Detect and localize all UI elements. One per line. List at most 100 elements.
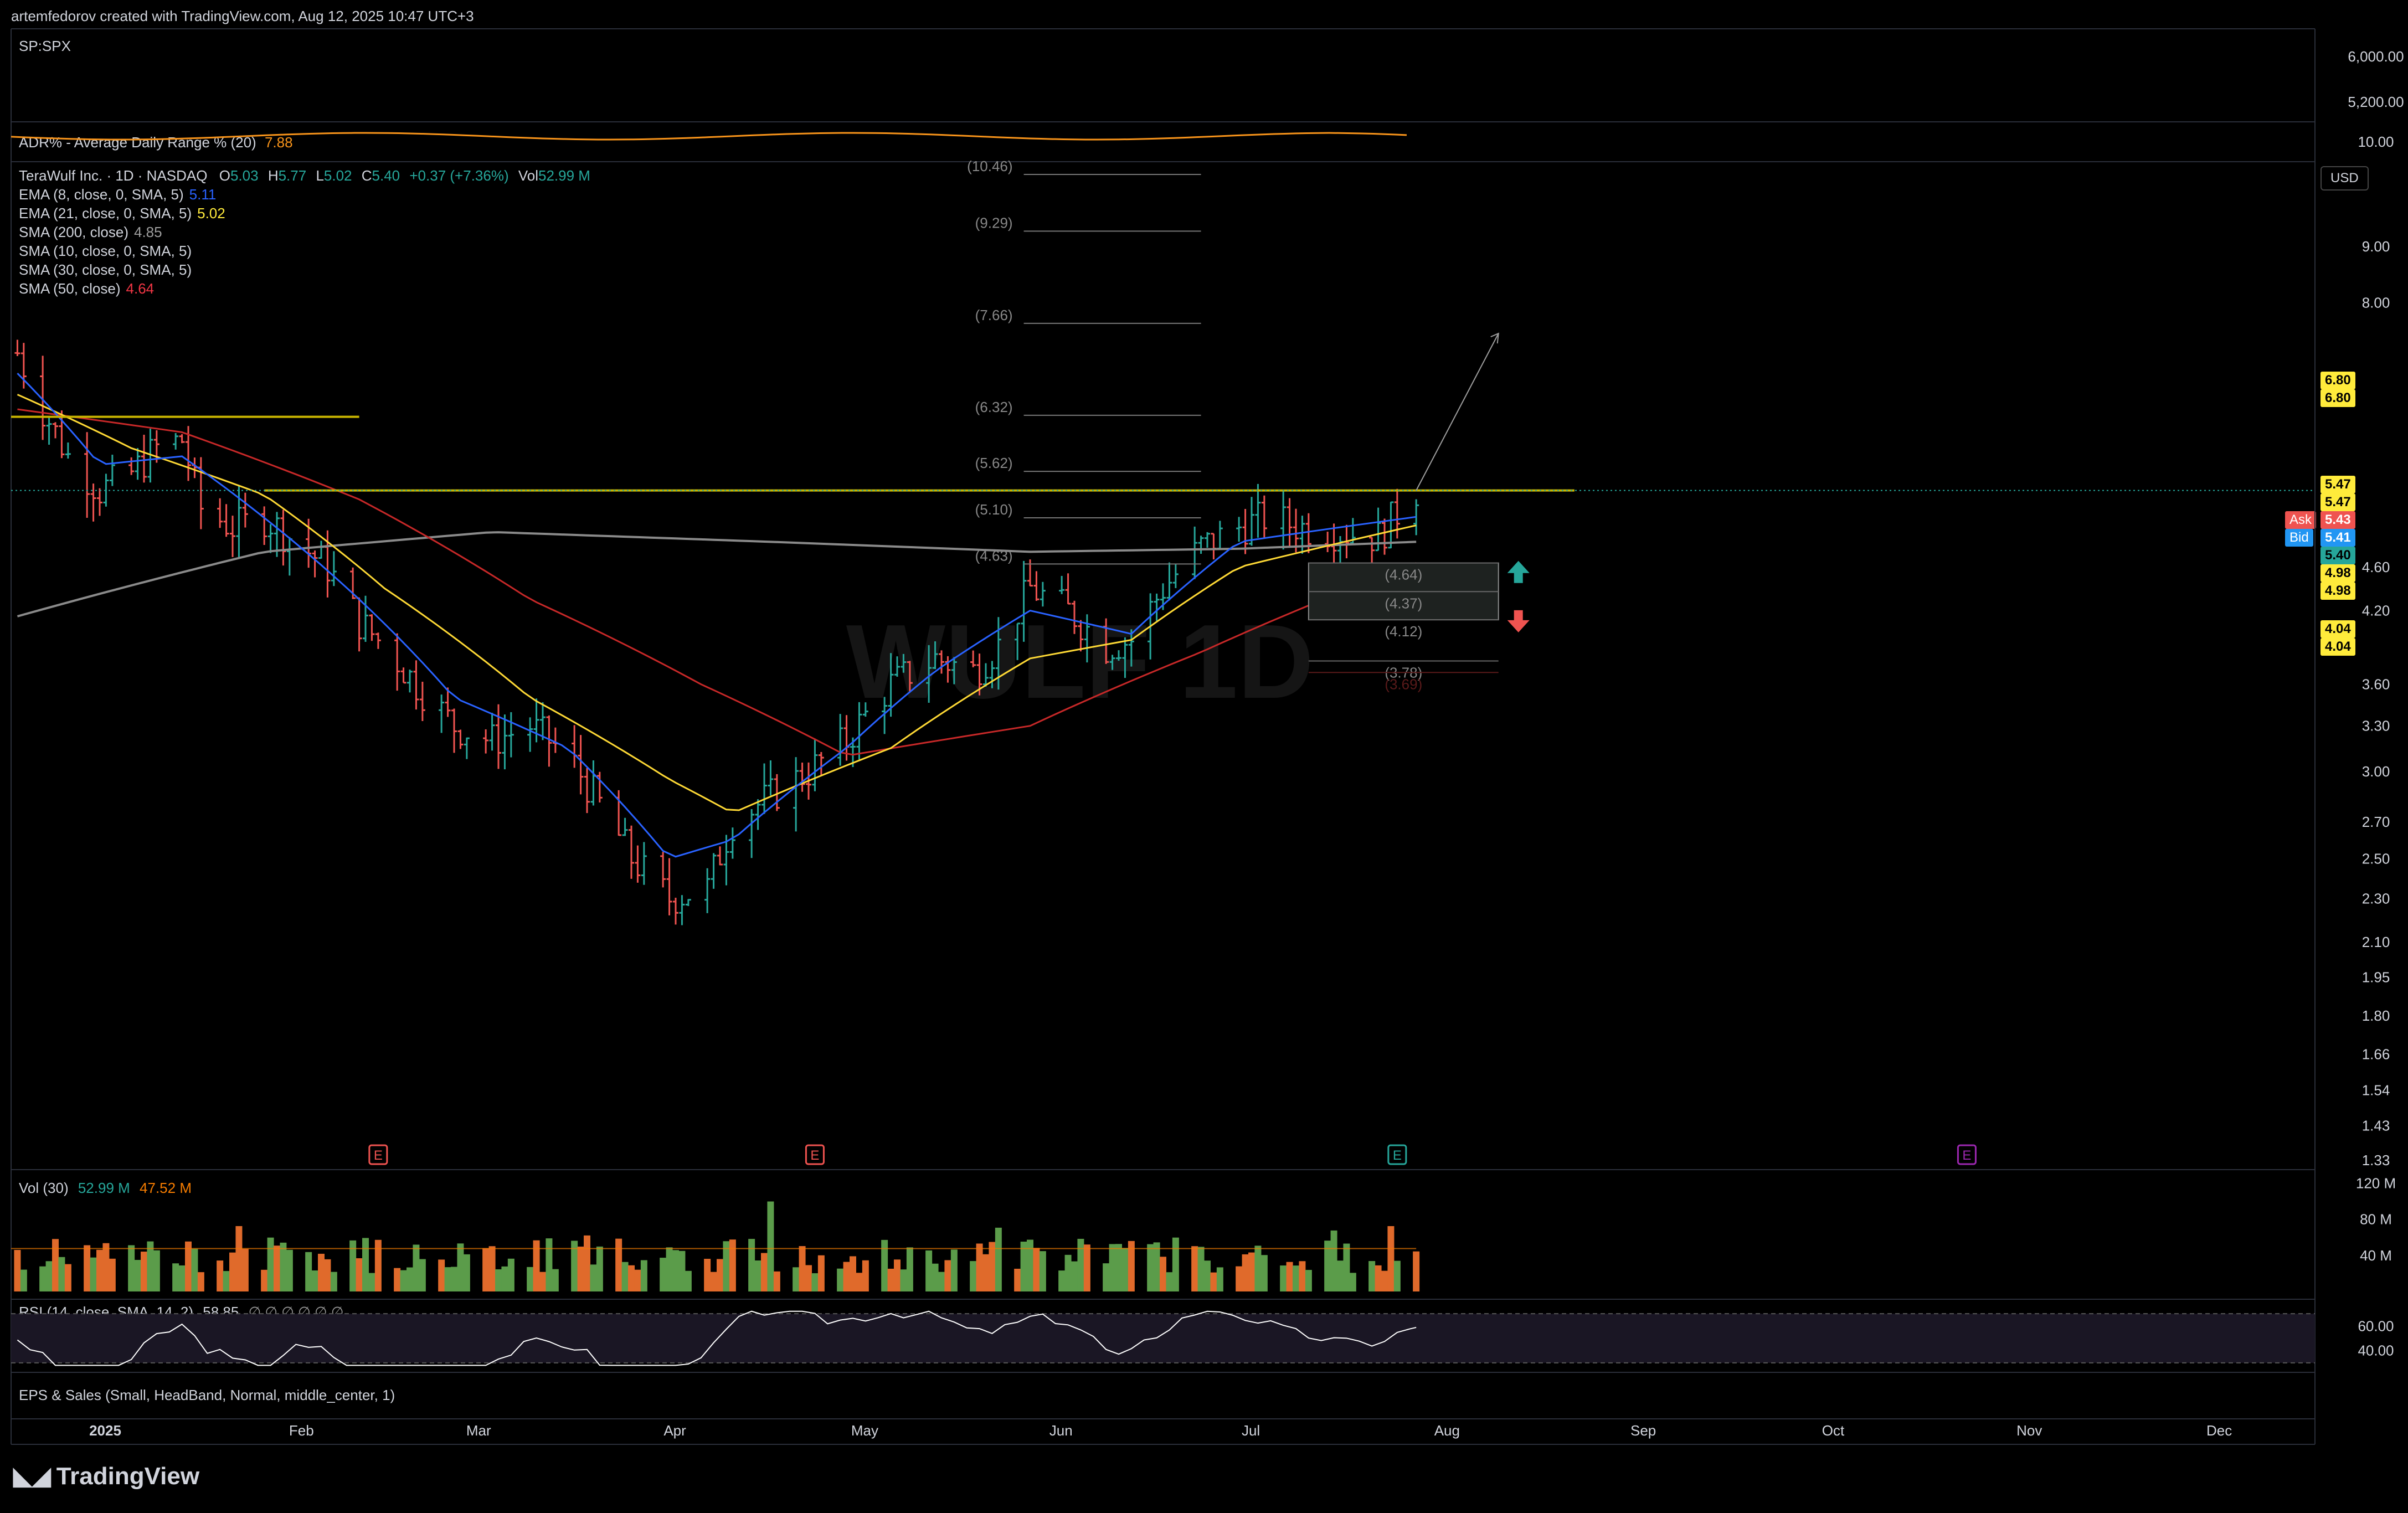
spx-symbol-label[interactable]: SP:SPX xyxy=(19,38,71,54)
indicator-item[interactable]: EMA (8, close, 0, SMA, 5) 5.11 xyxy=(19,185,590,204)
volume-bar xyxy=(685,1270,692,1291)
sma50-line xyxy=(17,408,1417,756)
volume-bar xyxy=(488,1246,496,1291)
fib-label: (7.66) xyxy=(975,307,1013,323)
volume-bar xyxy=(1343,1243,1350,1291)
chart-author-line: artemfedorov created with TradingView.co… xyxy=(11,8,474,24)
volume-bar xyxy=(837,1268,844,1291)
symbol-title: TeraWulf Inc. · 1D · NASDAQ xyxy=(19,167,208,184)
volume-legend[interactable]: Vol (30) 52.99 M 47.52 M xyxy=(19,1180,192,1197)
indicator-item[interactable]: SMA (200, close) 4.85 xyxy=(19,223,590,241)
price-tick: 4.20 xyxy=(2362,603,2390,619)
volume-bar xyxy=(39,1266,47,1291)
volume-bar xyxy=(672,1250,679,1291)
indicator-item[interactable]: SMA (50, close) 4.64 xyxy=(19,279,590,298)
volume-bar xyxy=(330,1272,337,1291)
volume-bar xyxy=(1166,1272,1173,1291)
price-tag-yellow: 4.98 xyxy=(2320,564,2355,582)
volume-bar xyxy=(362,1238,369,1291)
indicator-item[interactable]: EMA (21, close, 0, SMA, 5) 5.02 xyxy=(19,204,590,223)
time-tick: Mar xyxy=(466,1422,491,1439)
volume-tick: 80 M xyxy=(2360,1211,2392,1228)
volume-bar xyxy=(1381,1270,1388,1291)
ohlc-high-label: H xyxy=(267,167,279,184)
volume-bar xyxy=(660,1258,667,1291)
logo-text: TradingView xyxy=(56,1463,200,1490)
volume-bar xyxy=(811,1273,819,1291)
time-tick: Aug xyxy=(1434,1422,1460,1439)
volume-bar xyxy=(1330,1230,1337,1291)
earnings-marker-text: E xyxy=(374,1148,383,1163)
volume-bar xyxy=(58,1257,65,1291)
volume-bar xyxy=(1191,1246,1198,1291)
pane-separators xyxy=(11,28,2316,1445)
earnings-marker-text: E xyxy=(810,1148,819,1163)
volume-bar xyxy=(906,1247,913,1291)
volume-bar xyxy=(577,1246,584,1291)
symbol-ohlc-line[interactable]: TeraWulf Inc. · 1D · NASDAQ O5.03 H5.77 … xyxy=(19,166,590,185)
volume-bar xyxy=(1349,1273,1356,1291)
rsi-pane xyxy=(11,1310,2315,1366)
volume-bar xyxy=(704,1259,711,1291)
volume-bar xyxy=(584,1235,590,1291)
indicator-item[interactable]: SMA (10, close, 0, SMA, 5) xyxy=(19,241,590,260)
volume-bar xyxy=(552,1269,559,1291)
volume-bar xyxy=(102,1243,110,1291)
price-tick: 3.00 xyxy=(2362,763,2390,780)
ohlc-low: 5.02 xyxy=(323,167,352,184)
volume-bar xyxy=(1375,1265,1382,1291)
volume-bar xyxy=(1248,1252,1255,1291)
volume-bar xyxy=(615,1238,622,1291)
volume-bar xyxy=(1103,1263,1110,1291)
volume-bar xyxy=(767,1201,774,1291)
volume-tick: 40 M xyxy=(2360,1247,2392,1264)
volume-bar xyxy=(134,1260,141,1291)
volume-bar xyxy=(1286,1262,1293,1291)
spx-tick: 6,000.00 xyxy=(2348,48,2404,65)
price-tag-yellow: 4.98 xyxy=(2320,581,2355,600)
price-tick: 1.80 xyxy=(2362,1007,2390,1024)
volume-bar xyxy=(463,1254,470,1291)
currency-button[interactable]: USD xyxy=(2320,166,2369,191)
tradingview-logo-icon: ◣◢ xyxy=(13,1463,51,1490)
price-tick: 2.10 xyxy=(2362,934,2390,950)
volume-bar xyxy=(925,1250,933,1291)
volume-bar xyxy=(128,1245,135,1291)
volume-bar xyxy=(1393,1260,1401,1291)
volume-bar xyxy=(717,1259,723,1291)
indicator-label: SMA (30, close, 0, SMA, 5) xyxy=(19,261,192,278)
volume-bar xyxy=(229,1252,236,1291)
rsi-tick: 60.00 xyxy=(2358,1318,2394,1334)
tradingview-logo[interactable]: ◣◢ TradingView xyxy=(13,1462,199,1490)
main-legend: TeraWulf Inc. · 1D · NASDAQ O5.03 H5.77 … xyxy=(19,166,590,298)
volume-bar xyxy=(1039,1251,1046,1291)
volume-bar xyxy=(1337,1260,1344,1291)
down-arrow-icon xyxy=(1507,610,1530,632)
volume-bar xyxy=(932,1263,939,1291)
volume-bar xyxy=(52,1239,59,1291)
earnings-marker-text: E xyxy=(1962,1148,1971,1163)
price-tick: 2.50 xyxy=(2362,850,2390,867)
volume-bar xyxy=(438,1259,445,1291)
fib-label: (5.10) xyxy=(975,501,1013,518)
volume-bar xyxy=(1033,1248,1040,1291)
volume-bar xyxy=(407,1267,413,1291)
indicator-item[interactable]: SMA (30, close, 0, SMA, 5) xyxy=(19,260,590,279)
volume-bar xyxy=(1413,1251,1420,1291)
volume-bar xyxy=(64,1264,71,1291)
volume-label: Vol xyxy=(518,167,538,184)
volume-bar xyxy=(280,1242,287,1291)
volume-bar xyxy=(20,1269,27,1291)
volume-bar xyxy=(1115,1244,1122,1291)
eps-legend[interactable]: EPS & Sales (Small, HeadBand, Normal, mi… xyxy=(19,1387,395,1403)
indicator-value: 4.64 xyxy=(126,280,155,297)
price-tick: 2.70 xyxy=(2362,814,2390,830)
volume-bar xyxy=(318,1253,325,1291)
adr-pane xyxy=(11,132,1407,141)
up-arrow-icon xyxy=(1507,560,1530,583)
price-tag-last: 5.40 xyxy=(2320,546,2355,564)
volume-bar xyxy=(311,1270,318,1291)
earnings-marker xyxy=(1387,1144,1407,1165)
